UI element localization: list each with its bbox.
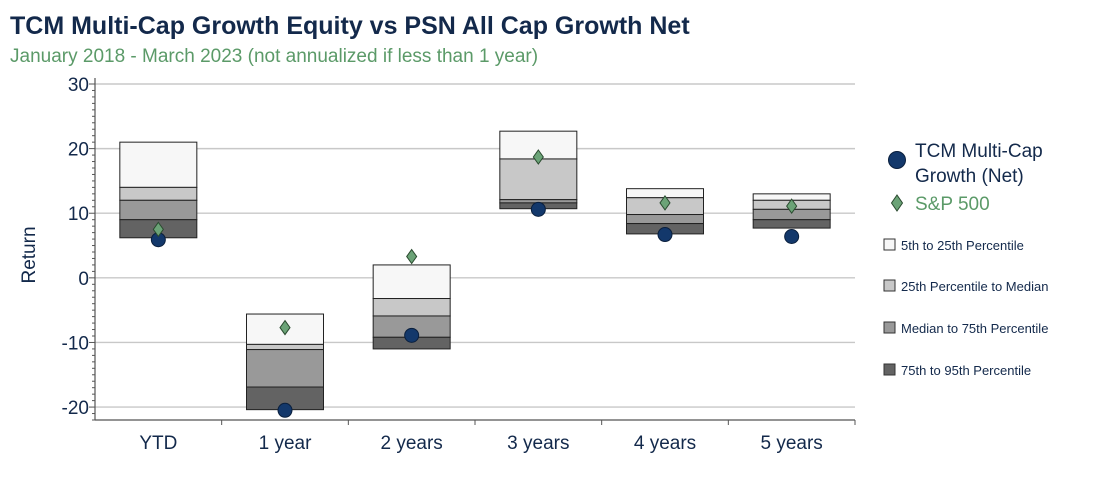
percentile-band-1: [372, 264, 451, 300]
x-tick-label: YTD: [139, 433, 177, 454]
legend-band-label-4: 75th to 95th Percentile: [901, 363, 1031, 378]
tcm-marker: [530, 201, 546, 217]
legend-band-label-1: 5th to 25th Percentile: [901, 238, 1024, 253]
y-tick-label: 0: [78, 269, 89, 290]
sp500-marker: [659, 195, 671, 211]
percentile-band-2: [372, 298, 451, 317]
percentile-band-2: [499, 158, 578, 201]
legend-sp500-label: S&P 500: [915, 194, 990, 215]
legend-band-label-2: 25th Percentile to Median: [901, 279, 1048, 294]
sp500-marker: [406, 248, 418, 265]
x-tick-label: 2 years: [381, 433, 443, 454]
x-tick-label: 4 years: [634, 433, 696, 454]
percentile-band-4: [752, 219, 831, 229]
chart-subtitle: January 2018 - March 2023 (not annualize…: [10, 46, 539, 67]
sp500-marker: [532, 149, 544, 165]
x-tick-label: 3 years: [507, 433, 569, 454]
sp500-marker: [786, 198, 798, 214]
tcm-marker: [404, 327, 420, 343]
percentile-band-1: [499, 130, 578, 160]
x-tick-label: 5 years: [761, 433, 823, 454]
legend-band-swatch-1: [883, 238, 896, 251]
y-tick-label: 30: [68, 75, 89, 96]
y-tick-label: 20: [68, 140, 89, 161]
legend-tcm-label-line2: Growth (Net): [915, 166, 1024, 187]
sp500-marker: [152, 221, 164, 238]
y-tick-label: -10: [62, 333, 89, 354]
x-tick-label: 1 year: [259, 433, 312, 454]
percentile-band-2: [119, 186, 198, 201]
y-axis-label: Return: [19, 226, 40, 283]
y-tick-label: 10: [68, 204, 89, 225]
tcm-marker: [784, 228, 800, 244]
legend-tcm-label-line1: TCM Multi-Cap: [915, 141, 1043, 162]
percentile-band-3: [246, 349, 324, 388]
tcm-marker: [277, 402, 293, 418]
legend-band-swatch-2: [883, 279, 896, 292]
sp500-marker: [279, 319, 291, 336]
legend-sp500-marker: [890, 194, 904, 212]
percentile-band-3: [626, 214, 704, 225]
percentile-band-2: [246, 343, 324, 351]
legend-band-label-3: Median to 75th Percentile: [901, 321, 1048, 336]
percentile-band-1: [119, 141, 198, 188]
legend-band-swatch-4: [883, 363, 896, 376]
tcm-marker: [657, 227, 673, 243]
legend-tcm-marker: [888, 151, 906, 169]
chart-title: TCM Multi-Cap Growth Equity vs PSN All C…: [10, 12, 690, 40]
percentile-band-3: [119, 199, 198, 221]
y-tick-label: -20: [62, 398, 89, 419]
legend-band-swatch-3: [883, 321, 896, 334]
